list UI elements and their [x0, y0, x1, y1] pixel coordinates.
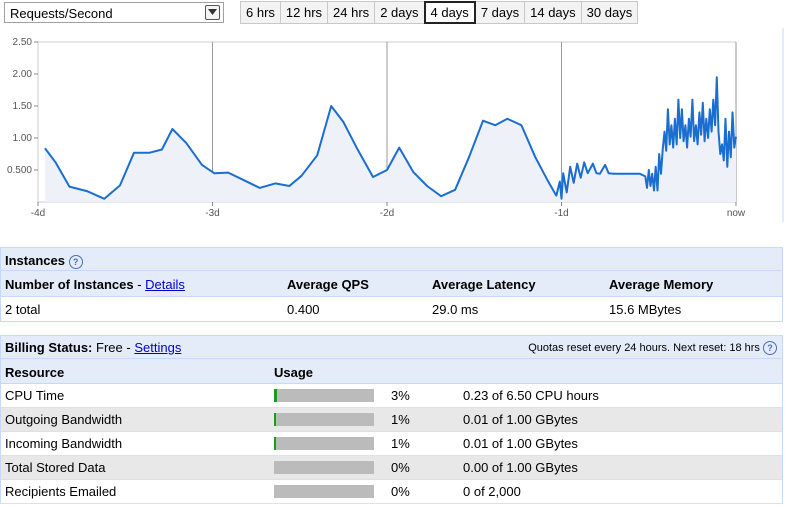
requests-chart: 0.500 1.00 1.50 2.00 2.50 -4d -3d -2d -1d now: [0, 28, 785, 228]
instances-count-header-text: Number of Instances: [5, 277, 134, 292]
instances-title-text: Instances: [5, 253, 65, 268]
table-row: Recipients Emailed 0% 0 of 2,000: [0, 480, 783, 504]
details-link[interactable]: Details: [145, 277, 185, 292]
y-tick-label: 2.00: [13, 69, 33, 80]
usage-bar: [274, 485, 374, 498]
usage-bar-fill: [274, 389, 277, 402]
usage-detail: 0.01 of 1.00 GBytes: [463, 436, 578, 451]
y-tick-label: 2.50: [13, 37, 33, 48]
table-row: Total Stored Data 0% 0.00 of 1.00 GBytes: [0, 456, 783, 480]
range-12h-button[interactable]: 12 hrs: [279, 1, 329, 24]
x-tick-label: -3d: [205, 208, 219, 219]
usage-percent: 1%: [391, 436, 410, 451]
y-tick-label: 1.50: [13, 101, 33, 112]
instances-column-headers: Number of Instances - Details Average QP…: [0, 271, 783, 297]
usage-detail: 0.01 of 1.00 GBytes: [463, 412, 578, 427]
y-tick-label: 1.00: [13, 133, 33, 144]
range-2d-button[interactable]: 2 days: [374, 1, 425, 24]
usage-percent: 0%: [391, 460, 410, 475]
qps-header: Average QPS: [287, 277, 369, 292]
instances-count-value: 2 total: [5, 302, 41, 317]
chevron-down-icon[interactable]: [205, 5, 220, 20]
time-range-buttons: 6 hrs 12 hrs 24 hrs 2 days 4 days 7 days…: [240, 1, 639, 24]
x-tick-label: -2d: [380, 208, 394, 219]
quota-note: Quotas reset every 24 hours. Next reset:…: [528, 341, 777, 355]
usage-percent: 1%: [391, 412, 410, 427]
table-row: Incoming Bandwidth 1% 0.01 of 1.00 GBytes: [0, 432, 783, 456]
usage-percent: 0%: [391, 484, 410, 499]
billing-column-headers: Resource Usage: [0, 359, 783, 384]
usage-bar: [274, 437, 374, 450]
usage-bar: [274, 413, 374, 426]
resource-name: CPU Time: [5, 388, 65, 403]
usage-bar: [274, 461, 374, 474]
help-icon[interactable]: ?: [68, 254, 83, 269]
quota-note-text: Quotas reset every 24 hours. Next reset:…: [528, 341, 760, 354]
help-icon[interactable]: ?: [763, 341, 777, 355]
y-tick-label: 0.500: [7, 165, 32, 176]
range-7d-button[interactable]: 7 days: [474, 1, 526, 24]
table-row: Outgoing Bandwidth 1% 0.01 of 1.00 GBytes: [0, 408, 783, 432]
table-row: CPU Time 3% 0.23 of 6.50 CPU hours: [0, 384, 783, 408]
latency-header: Average Latency: [432, 277, 536, 292]
memory-header: Average Memory: [609, 277, 714, 292]
qps-value: 0.400: [287, 302, 320, 317]
resource-header: Resource: [5, 365, 65, 380]
settings-link[interactable]: Settings: [134, 340, 182, 355]
usage-percent: 3%: [391, 388, 410, 403]
usage-detail: 0.23 of 6.50 CPU hours: [463, 388, 599, 403]
billing-header: Billing Status: Free - Settings Quotas r…: [0, 335, 783, 359]
range-24h-button[interactable]: 24 hrs: [327, 1, 376, 24]
usage-header: Usage: [274, 365, 314, 380]
usage-bar-fill: [274, 413, 276, 426]
series-line: [44, 76, 737, 200]
resource-name: Recipients Emailed: [5, 484, 117, 499]
range-4d-button[interactable]: 4 days: [423, 1, 476, 24]
usage-bar: [274, 389, 374, 402]
range-14d-button[interactable]: 14 days: [524, 1, 582, 24]
usage-detail: 0.00 of 1.00 GBytes: [463, 460, 578, 475]
chart-svg: 0.500 1.00 1.50 2.00 2.50 -4d -3d -2d -1d now: [7, 28, 784, 222]
range-6h-button[interactable]: 6 hrs: [240, 1, 281, 24]
resource-name: Incoming Bandwidth: [5, 436, 123, 451]
memory-value: 15.6 MBytes: [609, 302, 682, 317]
instances-count-header: Number of Instances - Details: [5, 277, 185, 292]
resource-name: Outgoing Bandwidth: [5, 412, 123, 427]
metric-select[interactable]: Requests/Second: [4, 2, 224, 23]
billing-status-value: Free: [96, 340, 123, 355]
latency-value: 29.0 ms: [432, 302, 479, 317]
usage-detail: 0 of 2,000: [463, 484, 521, 499]
x-tick-label: now: [727, 208, 746, 219]
instances-title: Instances ?: [5, 253, 83, 269]
billing-status-label: Billing Status:: [5, 340, 93, 355]
instances-values-row: 2 total 0.400 29.0 ms 15.6 MBytes: [0, 297, 783, 322]
x-tick-label: -1d: [554, 208, 568, 219]
series-area: [44, 77, 737, 202]
billing-separator: -: [126, 340, 131, 355]
range-30d-button[interactable]: 30 days: [580, 1, 639, 24]
billing-status: Billing Status: Free - Settings: [5, 340, 181, 355]
usage-bar-fill: [274, 437, 276, 450]
x-tick-label: -4d: [31, 208, 45, 219]
resource-name: Total Stored Data: [5, 460, 106, 475]
metric-select-value: Requests/Second: [10, 6, 113, 21]
instances-header: Instances ?: [0, 247, 783, 271]
